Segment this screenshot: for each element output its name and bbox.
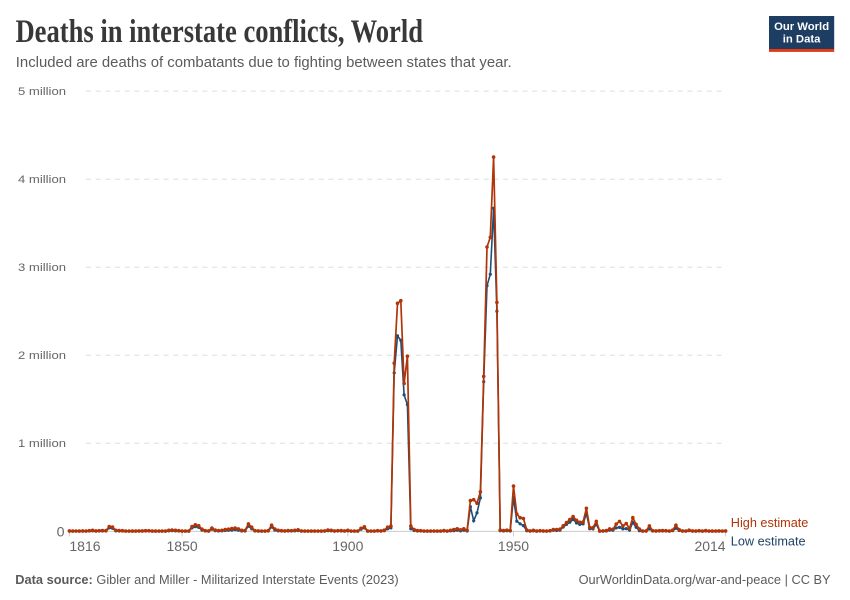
svg-text:1950: 1950 <box>498 538 529 554</box>
svg-text:Our World: Our World <box>774 21 829 33</box>
svg-text:1816: 1816 <box>69 538 100 554</box>
svg-text:1 million: 1 million <box>18 438 66 450</box>
svg-text:5 million: 5 million <box>18 86 66 98</box>
svg-text:Data source: Gibler and Miller: Data source: Gibler and Miller - Militar… <box>15 572 398 587</box>
svg-text:3 million: 3 million <box>18 262 66 274</box>
svg-text:Included are deaths of combata: Included are deaths of combatants due to… <box>16 55 512 71</box>
svg-text:1850: 1850 <box>167 538 198 554</box>
svg-text:1900: 1900 <box>332 538 363 554</box>
svg-text:Low estimate: Low estimate <box>731 535 806 549</box>
svg-text:4 million: 4 million <box>18 174 66 186</box>
svg-text:OurWorldinData.org/war-and-pea: OurWorldinData.org/war-and-peace | CC BY <box>579 572 831 587</box>
svg-text:2 million: 2 million <box>18 350 66 362</box>
svg-text:2014: 2014 <box>694 538 725 554</box>
svg-text:0: 0 <box>57 525 65 541</box>
svg-text:in Data: in Data <box>783 34 821 46</box>
svg-text:High estimate: High estimate <box>731 516 809 530</box>
svg-text:Deaths in interstate conflicts: Deaths in interstate conflicts, World <box>16 14 424 50</box>
